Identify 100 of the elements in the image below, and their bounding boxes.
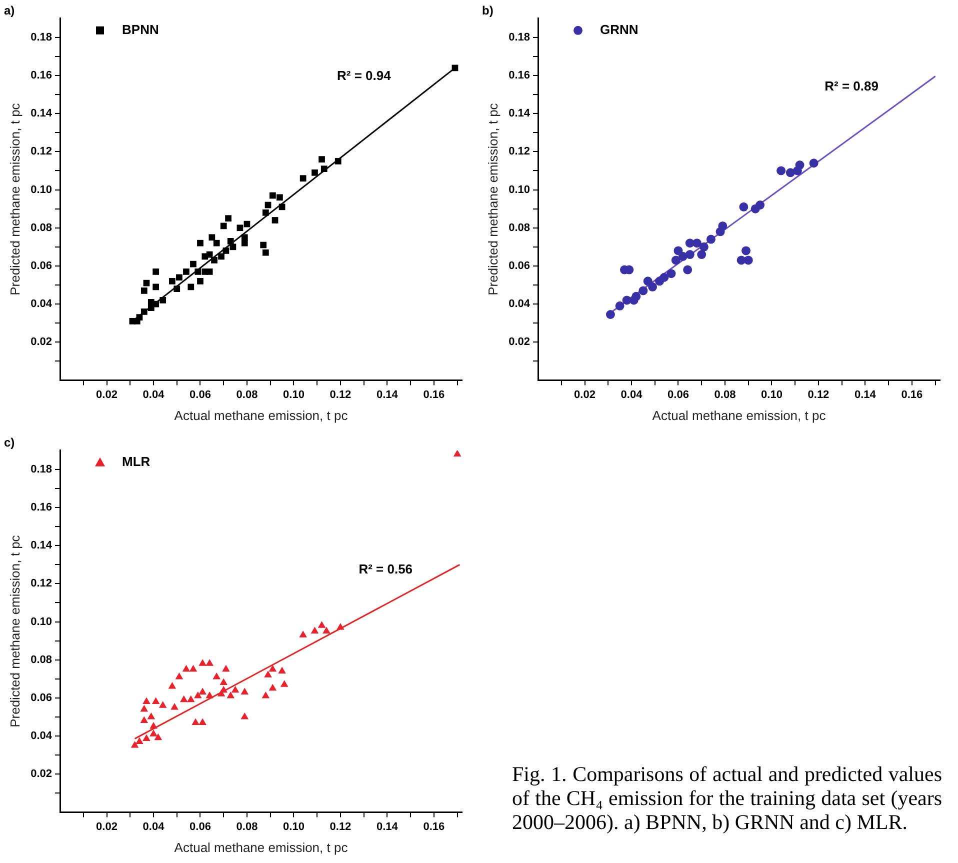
point xyxy=(671,256,680,265)
chart-title: b) xyxy=(482,4,494,18)
point xyxy=(160,297,166,304)
point xyxy=(169,278,176,284)
point xyxy=(222,664,230,672)
annotation: R² = 0.94 xyxy=(336,68,392,83)
y-tick-label: 0.12 xyxy=(30,578,52,590)
point xyxy=(629,296,638,305)
point xyxy=(674,246,683,256)
point xyxy=(685,238,694,248)
point xyxy=(175,672,184,680)
point xyxy=(606,310,615,320)
point xyxy=(220,678,228,685)
x-tick-label: 0.08 xyxy=(714,388,736,401)
point xyxy=(206,268,213,275)
point xyxy=(194,692,202,698)
x-tick-label: 0.04 xyxy=(142,388,166,401)
y-tick-label: 0.06 xyxy=(508,260,530,272)
point xyxy=(140,308,148,315)
point xyxy=(262,249,269,256)
point xyxy=(318,621,326,628)
point xyxy=(183,268,190,275)
point xyxy=(136,737,144,744)
x-tick-label: 0.10 xyxy=(283,388,304,401)
point xyxy=(260,242,267,248)
point xyxy=(240,712,249,720)
point xyxy=(300,175,306,182)
point xyxy=(190,260,196,268)
point xyxy=(197,240,204,246)
point xyxy=(809,158,818,168)
point xyxy=(218,253,224,260)
point xyxy=(154,733,162,740)
point xyxy=(222,248,230,254)
point xyxy=(227,238,234,244)
point xyxy=(152,284,160,290)
point xyxy=(220,686,228,693)
x-axis-title: Actual methane emission, t pc xyxy=(174,408,348,423)
y-tick-label: 0.14 xyxy=(508,108,531,120)
point xyxy=(638,286,648,296)
y-tick-label: 0.12 xyxy=(508,146,530,158)
y-tick-label: 0.16 xyxy=(30,70,52,82)
point xyxy=(278,666,286,674)
point xyxy=(211,257,218,264)
point xyxy=(310,626,319,634)
point xyxy=(142,697,150,704)
point xyxy=(776,166,786,176)
point xyxy=(140,704,148,712)
point xyxy=(744,256,753,265)
x-axis-title: Actual methane emission, t pc xyxy=(174,840,348,855)
x-tick-label: 0.12 xyxy=(808,388,830,401)
x-tick-label: 0.12 xyxy=(330,820,352,833)
y-tick-label: 0.08 xyxy=(508,222,530,234)
x-tick-label: 0.14 xyxy=(854,388,877,401)
point xyxy=(739,202,748,212)
point xyxy=(231,686,240,693)
point xyxy=(148,298,154,306)
point xyxy=(206,692,214,698)
x-tick-label: 0.02 xyxy=(574,388,596,401)
x-tick-label: 0.12 xyxy=(330,388,352,401)
point xyxy=(180,695,188,702)
point xyxy=(655,276,664,286)
point xyxy=(158,701,167,708)
point xyxy=(236,224,244,232)
y-tick-label: 0.10 xyxy=(508,184,530,196)
point xyxy=(278,204,286,210)
point xyxy=(220,222,227,230)
point xyxy=(270,192,276,199)
y-tick-label: 0.08 xyxy=(30,222,52,234)
point xyxy=(334,158,342,164)
point xyxy=(198,718,206,725)
y-tick-label: 0.02 xyxy=(508,336,530,348)
point xyxy=(262,209,269,216)
point xyxy=(262,692,270,698)
point xyxy=(716,227,725,236)
point xyxy=(272,217,278,224)
point xyxy=(188,284,194,290)
legend-label: GRNN xyxy=(600,22,638,37)
y-tick-label: 0.16 xyxy=(508,70,530,82)
point xyxy=(320,166,328,172)
point xyxy=(225,215,232,222)
caption: Fig. 1. Comparisons of actual and predicted values of the CH₄ emission for the training data set (years 2000–2006). a) BPNN, b) GRNN and c) MLR. xyxy=(512,762,942,834)
y-tick-label: 0.14 xyxy=(30,540,53,552)
point xyxy=(750,204,760,214)
point xyxy=(168,682,176,689)
point xyxy=(268,664,277,672)
point xyxy=(142,734,150,741)
point xyxy=(147,712,156,720)
y-tick-label: 0.10 xyxy=(30,184,52,196)
point xyxy=(240,688,249,694)
y-tick-label: 0.06 xyxy=(30,260,52,272)
point xyxy=(143,280,150,286)
point xyxy=(336,622,344,630)
annotation: R² = 0.89 xyxy=(824,78,878,94)
point xyxy=(182,664,190,672)
point xyxy=(140,288,148,294)
y-tick-label: 0.16 xyxy=(30,502,52,514)
y-tick-label: 0.18 xyxy=(30,31,52,44)
point xyxy=(198,688,206,694)
point xyxy=(241,240,248,246)
point xyxy=(213,240,220,246)
